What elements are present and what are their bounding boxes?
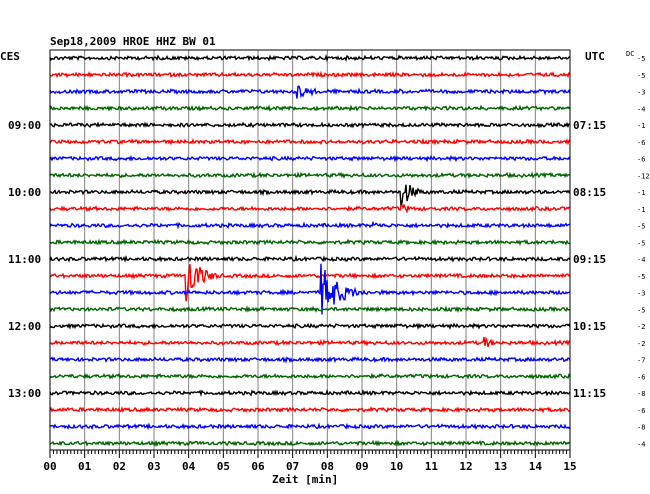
- trace-row-18: [49, 356, 571, 364]
- left-time-label: 11:00: [8, 253, 41, 266]
- trace-row-19: [49, 372, 571, 380]
- x-tick-label: 12: [459, 460, 472, 473]
- right-time-label: 08:15: [573, 186, 606, 199]
- trace-row-2: [49, 85, 571, 99]
- dc-offset-label: -6: [637, 407, 645, 415]
- x-tick-label: 04: [182, 460, 196, 473]
- dc-offset-label: -6: [637, 139, 645, 147]
- x-tick-label: 11: [425, 460, 439, 473]
- trace-row-14: [49, 263, 571, 315]
- trace-row-4: [49, 121, 570, 129]
- trace-row-11: [49, 238, 571, 246]
- x-tick-label: 06: [251, 460, 265, 473]
- dc-offset-label: -7: [637, 357, 645, 365]
- x-tick-label: 00: [43, 460, 56, 473]
- trace-row-10: [49, 220, 571, 230]
- x-tick-label: 08: [321, 460, 334, 473]
- dc-offset-label: -4: [637, 105, 645, 113]
- left-time-label: 09:00: [8, 119, 41, 132]
- dc-offset-label: -5: [637, 306, 645, 314]
- chart-title: Sep18,2009 HROE HHZ BW 01: [50, 35, 216, 48]
- dc-offset-label: -3: [637, 89, 645, 97]
- x-tick-label: 03: [147, 460, 160, 473]
- dc-offset-label: -5: [637, 239, 645, 247]
- trace-row-6: [49, 154, 571, 163]
- x-axis: 00 01 02 03 04 05 06 07 08 09 10 11 12 13 14 15: [43, 450, 577, 473]
- x-tick-label: 01: [78, 460, 92, 473]
- dc-offset-label: -4: [637, 440, 645, 448]
- left-timezone-label: CES: [0, 50, 20, 63]
- dc-offset-label: -5: [637, 223, 645, 231]
- trace-row-17: [49, 336, 571, 348]
- trace-row-20: [49, 388, 571, 398]
- x-tick-label: 15: [563, 460, 576, 473]
- dc-offset-label: -2: [637, 323, 645, 331]
- trace-row-15: [49, 305, 571, 314]
- dc-offset-label: -8: [637, 424, 645, 432]
- time-labels: 09:00 10:00 11:00 12:00 13:00 07:15 08:15 09:15…: [8, 119, 606, 400]
- right-time-label: 07:15: [573, 119, 606, 132]
- dc-offset-label: -1: [637, 206, 645, 214]
- left-time-label: 12:00: [8, 320, 41, 333]
- trace-row-3: [49, 104, 571, 112]
- left-time-label: 13:00: [8, 387, 41, 400]
- x-axis-label: Zeit [min]: [272, 473, 338, 486]
- trace-row-8: [49, 184, 571, 207]
- trace-row-23: [49, 439, 570, 447]
- x-tick-label: 09: [355, 460, 368, 473]
- trace-row-7: [49, 171, 571, 180]
- dc-offset-label: -5: [637, 273, 645, 281]
- right-time-label: 10:15: [573, 320, 606, 333]
- minute-gridlines: [84, 50, 536, 450]
- trace-row-1: [49, 70, 571, 79]
- dc-offset-label: -12: [637, 172, 650, 180]
- right-time-label: 11:15: [573, 387, 606, 400]
- x-tick-label: 07: [286, 460, 299, 473]
- seismic-traces: -5 -5 -3 -4 -1 -6 -6 -12 -1 -1 -5 -5 -4 -5 -3 -5 -2 -2 -7 -…: [49, 53, 650, 448]
- trace-row-22: [49, 422, 571, 431]
- dc-label: DC: [626, 50, 634, 58]
- dc-offset-label: -8: [637, 390, 645, 398]
- trace-row-16: [49, 322, 571, 331]
- left-time-label: 10:00: [8, 186, 41, 199]
- dc-offset-label: -2: [637, 340, 645, 348]
- right-time-label: 09:15: [573, 253, 606, 266]
- x-tick-label: 14: [529, 460, 543, 473]
- trace-row-5: [49, 137, 571, 146]
- x-tick-label: 13: [494, 460, 507, 473]
- dc-offset-label: -5: [637, 72, 645, 80]
- trace-row-21: [49, 405, 571, 414]
- right-timezone-label: UTC: [585, 50, 605, 63]
- x-tick-label: 02: [113, 460, 126, 473]
- x-tick-label: 10: [390, 460, 403, 473]
- trace-row-9: [49, 203, 571, 214]
- trace-row-0: [49, 53, 571, 63]
- dc-offset-label: -5: [637, 55, 645, 63]
- dc-offset-label: -3: [637, 290, 645, 298]
- trace-row-12: [49, 254, 571, 263]
- x-tick-label: 05: [217, 460, 230, 473]
- dc-offset-label: -4: [637, 256, 645, 264]
- dc-offset-label: -1: [637, 122, 645, 130]
- dc-offset-label: -1: [637, 189, 645, 197]
- dc-offset-label: -6: [637, 156, 645, 164]
- dc-offset-label: -6: [637, 373, 645, 381]
- trace-row-13: [49, 263, 571, 302]
